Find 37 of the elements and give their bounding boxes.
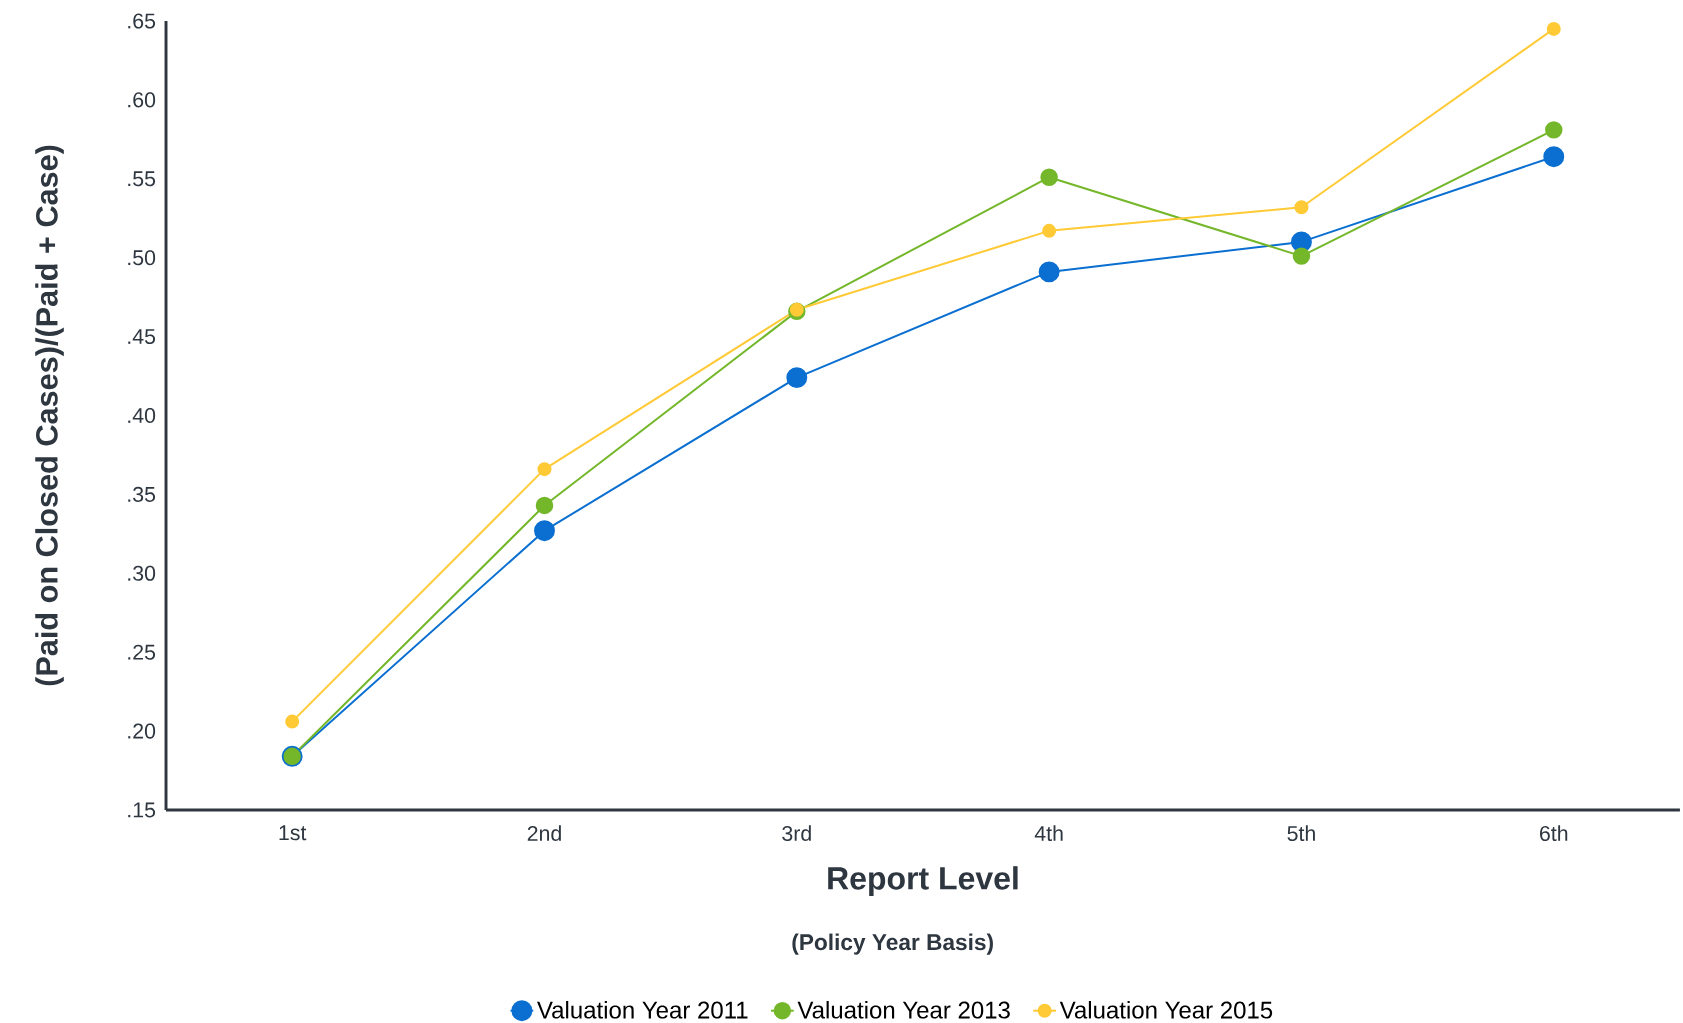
point (285, 714, 300, 729)
point (1545, 121, 1563, 139)
y-tick-label: .35 (128, 486, 156, 502)
point (537, 462, 552, 477)
y-tick-label: .30 (128, 565, 156, 581)
y-tick-label: .25 (128, 644, 156, 660)
text: (Policy Year Basis) (792, 933, 993, 955)
y-axis-title: (Paid on Closed Cases)/(Paid + Case) (35, 145, 64, 686)
y-tick-label: .60 (128, 92, 156, 108)
legend-label: Valuation Year 2015 (1059, 1000, 1273, 1019)
y-tick-label: .45 (128, 329, 156, 345)
point (786, 367, 808, 389)
x-axis-title: Report Level (828, 866, 1018, 897)
point (1292, 247, 1311, 265)
y-tick-label: .65 (128, 13, 156, 29)
legend-label: Valuation Year 2013 (797, 1000, 1010, 1019)
y-tick-label: .40 (128, 407, 156, 424)
y-tick-label: .55 (128, 171, 156, 187)
point (534, 520, 555, 542)
x-tick-label: 3rd (782, 825, 811, 842)
legend-label: Valuation Year 2011 (537, 1000, 748, 1019)
y-tick-label: .20 (128, 723, 156, 739)
point (1546, 21, 1561, 36)
y-tick-label: .50 (128, 250, 156, 266)
point (1543, 146, 1565, 168)
y-tick-label: .15 (128, 802, 156, 818)
point (1294, 200, 1309, 215)
x-tick-label: 6th (1540, 825, 1568, 842)
x-tick-label: 5th (1287, 825, 1315, 842)
x-tick-label: 2nd (527, 825, 561, 842)
point (1042, 223, 1057, 238)
x-tick-label: 1st (279, 825, 307, 841)
point (1040, 168, 1058, 186)
point (789, 302, 804, 317)
point (1038, 261, 1060, 283)
point (535, 496, 554, 515)
x-tick-label: 4th (1034, 825, 1063, 841)
